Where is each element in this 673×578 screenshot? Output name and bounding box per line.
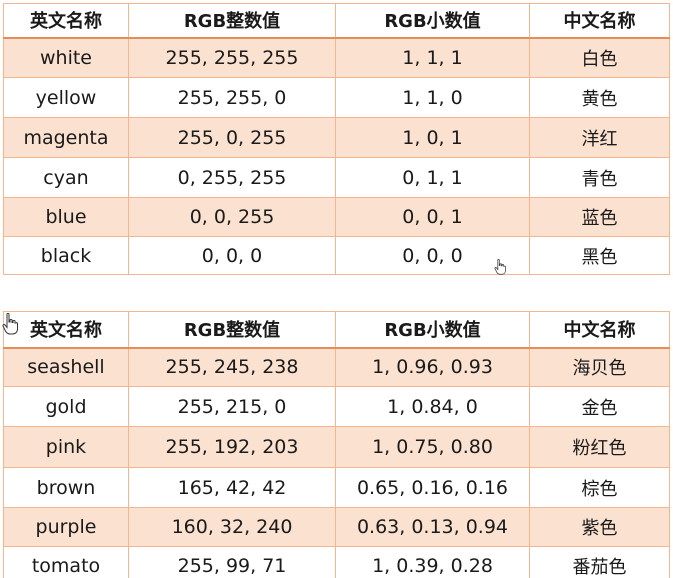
cell-english-name: cyan bbox=[3, 157, 129, 198]
cell-rgb-decimal: 0, 1, 1 bbox=[335, 157, 530, 198]
cell-rgb-int: 255, 99, 71 bbox=[128, 546, 336, 578]
cell-chinese-name: 白色 bbox=[529, 37, 670, 78]
cell-rgb-decimal: 1, 0.84, 0 bbox=[335, 386, 530, 427]
header-rgb-decimal: RGB小数值 bbox=[335, 3, 530, 39]
cell-english-name: pink bbox=[3, 426, 129, 468]
cell-rgb-decimal: 1, 1, 0 bbox=[335, 77, 530, 118]
cell-chinese-name: 青色 bbox=[529, 157, 670, 198]
header-english-name: 英文名称 bbox=[3, 3, 129, 39]
color-table-basic: 英文名称 RGB整数值 RGB小数值 中文名称 white 255, 255, … bbox=[3, 3, 670, 275]
cell-rgb-int: 255, 255, 255 bbox=[128, 37, 336, 78]
cell-english-name: purple bbox=[3, 507, 129, 547]
cell-english-name: seashell bbox=[3, 347, 129, 387]
table-row: gold 255, 215, 0 1, 0.84, 0 金色 bbox=[3, 386, 670, 427]
cell-rgb-decimal: 1, 0.75, 0.80 bbox=[335, 426, 530, 468]
cell-rgb-int: 255, 215, 0 bbox=[128, 386, 336, 427]
cell-rgb-int: 165, 42, 42 bbox=[128, 467, 336, 508]
table-row: black 0, 0, 0 0, 0, 0 黑色 bbox=[3, 236, 670, 275]
cell-chinese-name: 黑色 bbox=[529, 236, 670, 275]
cell-english-name: blue bbox=[3, 197, 129, 237]
table-row: cyan 0, 255, 255 0, 1, 1 青色 bbox=[3, 157, 670, 198]
header-rgb-int: RGB整数值 bbox=[128, 311, 336, 349]
table-row: pink 255, 192, 203 1, 0.75, 0.80 粉红色 bbox=[3, 426, 670, 468]
cell-rgb-decimal: 0.63, 0.13, 0.94 bbox=[335, 507, 530, 547]
header-rgb-int: RGB整数值 bbox=[128, 3, 336, 39]
cell-chinese-name: 番茄色 bbox=[529, 546, 670, 578]
cell-rgb-int: 255, 245, 238 bbox=[128, 347, 336, 387]
header-chinese-name: 中文名称 bbox=[529, 311, 670, 349]
cell-chinese-name: 金色 bbox=[529, 386, 670, 427]
cell-english-name: black bbox=[3, 236, 129, 275]
cell-rgb-decimal: 1, 0.96, 0.93 bbox=[335, 347, 530, 387]
table-row: seashell 255, 245, 238 1, 0.96, 0.93 海贝色 bbox=[3, 347, 670, 387]
cell-rgb-int: 0, 255, 255 bbox=[128, 157, 336, 198]
table-row: magenta 255, 0, 255 1, 0, 1 洋红 bbox=[3, 117, 670, 158]
cell-rgb-decimal: 1, 0, 1 bbox=[335, 117, 530, 158]
table-row: white 255, 255, 255 1, 1, 1 白色 bbox=[3, 37, 670, 78]
cell-chinese-name: 海贝色 bbox=[529, 347, 670, 387]
cell-rgb-decimal: 0, 0, 0 bbox=[335, 236, 530, 275]
cell-rgb-decimal: 1, 1, 1 bbox=[335, 37, 530, 78]
cell-chinese-name: 粉红色 bbox=[529, 426, 670, 468]
table-row: yellow 255, 255, 0 1, 1, 0 黄色 bbox=[3, 77, 670, 118]
cell-rgb-decimal: 0.65, 0.16, 0.16 bbox=[335, 467, 530, 508]
table-row: purple 160, 32, 240 0.63, 0.13, 0.94 紫色 bbox=[3, 507, 670, 547]
cell-english-name: yellow bbox=[3, 77, 129, 118]
cell-chinese-name: 洋红 bbox=[529, 117, 670, 158]
table-header-row: 英文名称 RGB整数值 RGB小数值 中文名称 bbox=[3, 311, 670, 349]
cell-rgb-int: 0, 0, 255 bbox=[128, 197, 336, 237]
hand-pointer-icon bbox=[494, 259, 506, 275]
cell-rgb-int: 255, 192, 203 bbox=[128, 426, 336, 468]
cell-english-name: tomato bbox=[3, 546, 129, 578]
cell-rgb-int: 255, 255, 0 bbox=[128, 77, 336, 118]
cell-rgb-decimal: 0, 0, 1 bbox=[335, 197, 530, 237]
cell-rgb-int: 160, 32, 240 bbox=[128, 507, 336, 547]
cell-chinese-name: 黄色 bbox=[529, 77, 670, 118]
color-table-extended: 英文名称 RGB整数值 RGB小数值 中文名称 seashell 255, 24… bbox=[3, 311, 670, 578]
cell-chinese-name: 棕色 bbox=[529, 467, 670, 508]
cell-chinese-name: 蓝色 bbox=[529, 197, 670, 237]
header-rgb-decimal: RGB小数值 bbox=[335, 311, 530, 349]
table-row: brown 165, 42, 42 0.65, 0.16, 0.16 棕色 bbox=[3, 467, 670, 508]
table-row: blue 0, 0, 255 0, 0, 1 蓝色 bbox=[3, 197, 670, 237]
header-english-name: 英文名称 bbox=[3, 311, 129, 349]
cell-chinese-name: 紫色 bbox=[529, 507, 670, 547]
header-chinese-name: 中文名称 bbox=[529, 3, 670, 39]
table-header-row: 英文名称 RGB整数值 RGB小数值 中文名称 bbox=[3, 3, 670, 39]
cell-english-name: gold bbox=[3, 386, 129, 427]
cell-rgb-decimal: 1, 0.39, 0.28 bbox=[335, 546, 530, 578]
table-row: tomato 255, 99, 71 1, 0.39, 0.28 番茄色 bbox=[3, 546, 670, 578]
hand-pointer-icon bbox=[2, 313, 18, 335]
cell-english-name: white bbox=[3, 37, 129, 78]
cell-rgb-int: 0, 0, 0 bbox=[128, 236, 336, 275]
cell-english-name: magenta bbox=[3, 117, 129, 158]
cell-rgb-int: 255, 0, 255 bbox=[128, 117, 336, 158]
cell-english-name: brown bbox=[3, 467, 129, 508]
